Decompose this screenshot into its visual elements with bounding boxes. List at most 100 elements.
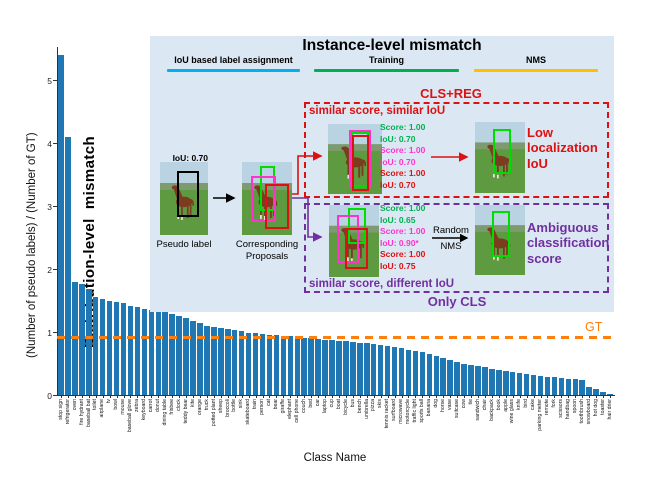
score-line: IoU: 0.70 bbox=[380, 156, 416, 167]
bar bbox=[398, 348, 405, 395]
bar bbox=[259, 333, 266, 395]
x-tick-label: banana bbox=[426, 399, 433, 417]
bar bbox=[475, 366, 481, 395]
bounding-box bbox=[265, 183, 289, 230]
pseudo-iou-tag: IoU: 0.70 bbox=[172, 153, 208, 163]
bar bbox=[58, 54, 64, 395]
stage-label-training: Training bbox=[368, 55, 404, 65]
bar bbox=[162, 312, 168, 395]
bar bbox=[343, 341, 349, 395]
x-tick-label: bicycle bbox=[342, 399, 349, 415]
x-tick-mark bbox=[81, 396, 83, 398]
bar bbox=[106, 300, 113, 395]
only-cls-label: Only CLS bbox=[427, 294, 487, 309]
x-tick-mark bbox=[283, 396, 285, 398]
y-axis-line bbox=[57, 47, 58, 395]
x-tick-label: giraffe bbox=[280, 399, 287, 414]
bar bbox=[245, 332, 252, 395]
x-tick-label: sheep bbox=[217, 399, 224, 414]
bar bbox=[544, 376, 551, 395]
x-tick-label: carrot bbox=[148, 399, 155, 413]
bar bbox=[454, 361, 460, 395]
x-tick-label: knife bbox=[516, 399, 523, 410]
x-tick-label: bus bbox=[349, 399, 356, 408]
x-tick-label: stop sign bbox=[57, 399, 64, 420]
bar bbox=[197, 323, 203, 395]
y-tick-mark bbox=[53, 269, 57, 270]
bar bbox=[461, 363, 467, 395]
bar bbox=[607, 393, 613, 395]
bar bbox=[426, 354, 433, 395]
gt-label: GT bbox=[585, 320, 603, 334]
x-tick-mark bbox=[276, 396, 278, 398]
x-tick-mark bbox=[186, 396, 188, 398]
score-line: Score: 1.00 bbox=[380, 122, 426, 132]
bar bbox=[204, 325, 210, 395]
y-tick-label: 3 bbox=[47, 201, 52, 212]
low-localization-label: Low localization IoU bbox=[527, 125, 598, 171]
different-iou-box: similar score, different IoU bbox=[304, 203, 609, 293]
x-tick-mark bbox=[359, 396, 361, 398]
x-tick-mark bbox=[144, 396, 146, 398]
x-tick-label: cake bbox=[530, 399, 537, 410]
x-tick-label: train bbox=[252, 399, 259, 410]
x-tick-label: sports ball bbox=[419, 399, 426, 423]
bar bbox=[169, 314, 175, 395]
x-tick-mark bbox=[443, 396, 445, 398]
bar bbox=[537, 376, 544, 395]
x-tick-label: donut bbox=[155, 399, 161, 412]
similar-iou-caption: similar score, similar IoU bbox=[309, 105, 446, 117]
bar bbox=[433, 355, 439, 395]
x-tick-label: bear bbox=[273, 399, 280, 410]
x-tick-label: tv bbox=[106, 399, 113, 404]
proposals-caption: Corresponding Proposals bbox=[235, 239, 299, 262]
random-nms-label-top: Random bbox=[433, 225, 469, 236]
random-nms-label-bottom: NMS bbox=[440, 241, 462, 252]
x-tick-mark bbox=[206, 396, 208, 398]
x-tick-label: hair drier bbox=[606, 399, 613, 420]
x-tick-mark bbox=[450, 396, 452, 398]
bar bbox=[579, 379, 585, 395]
x-tick-mark bbox=[179, 396, 181, 398]
bar bbox=[419, 352, 426, 395]
bar bbox=[364, 343, 370, 395]
x-tick-mark bbox=[67, 396, 69, 398]
bar bbox=[509, 372, 516, 395]
x-tick-label: motorcycle bbox=[405, 399, 412, 425]
horse-photo-art bbox=[242, 162, 292, 235]
x-tick-mark bbox=[533, 396, 535, 398]
bar bbox=[141, 308, 148, 395]
bounding-box bbox=[251, 175, 276, 222]
x-tick-label: dog bbox=[433, 399, 439, 408]
x-tick-label: skis bbox=[377, 399, 384, 408]
x-tick-label: fork bbox=[551, 399, 558, 408]
x-tick-mark bbox=[88, 396, 90, 398]
x-tick-mark bbox=[165, 396, 167, 398]
y-tick-label: 0 bbox=[47, 390, 52, 401]
bar bbox=[370, 343, 377, 395]
x-tick-mark bbox=[429, 396, 431, 398]
stage-label-nms: NMS bbox=[526, 55, 546, 65]
x-tick-mark bbox=[60, 396, 62, 398]
x-tick-mark bbox=[471, 396, 472, 398]
x-tick-mark bbox=[415, 396, 417, 398]
bar bbox=[315, 338, 321, 395]
bar bbox=[572, 379, 578, 395]
similar-iou-box: similar score, similar IoU bbox=[304, 102, 609, 198]
x-tick-mark bbox=[540, 396, 542, 398]
x-tick-label: remote bbox=[544, 399, 551, 416]
score-line: IoU: 0.75 bbox=[380, 260, 416, 271]
bounding-box bbox=[349, 129, 371, 189]
x-tick-mark bbox=[338, 396, 340, 398]
x-tick-mark bbox=[519, 396, 521, 398]
x-tick-mark bbox=[220, 396, 222, 398]
x-tick-mark bbox=[568, 396, 570, 398]
x-tick-label: baseball bat bbox=[85, 399, 92, 427]
x-tick-mark bbox=[74, 396, 76, 398]
bar bbox=[336, 340, 342, 395]
bar bbox=[155, 311, 161, 395]
x-tick-label: laptop bbox=[321, 399, 328, 414]
x-tick-mark bbox=[269, 396, 271, 398]
score-line: IoU: 0.65 bbox=[380, 214, 416, 225]
x-tick-label: handbag bbox=[565, 399, 572, 420]
